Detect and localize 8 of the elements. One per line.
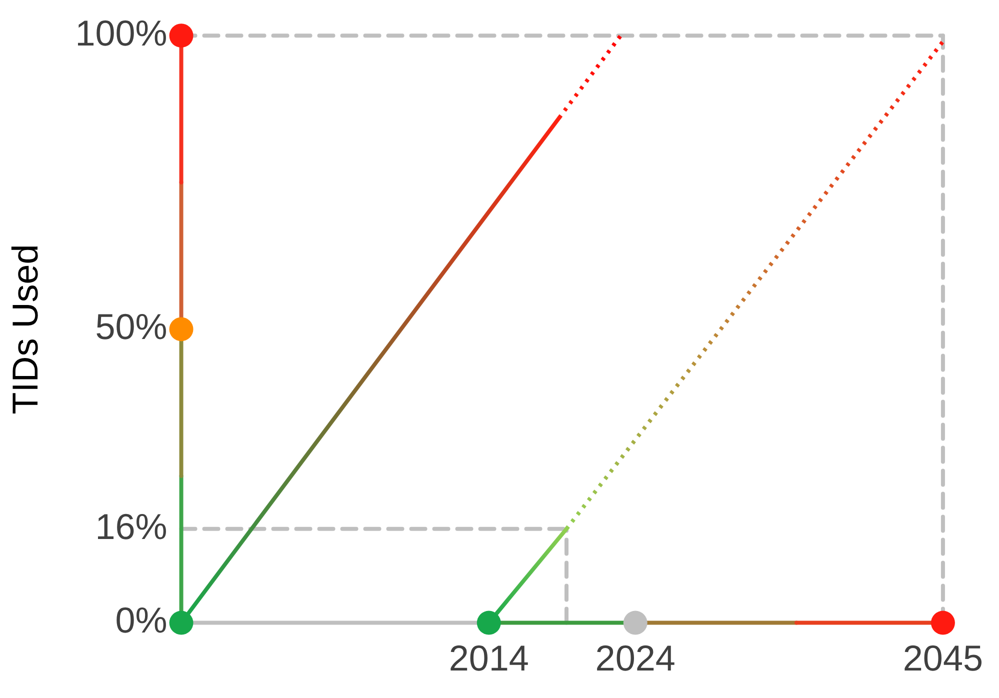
x-tick-label: 2045: [902, 637, 984, 678]
y-tick-label: 100%: [75, 12, 168, 54]
y-axis-title: TIDs Used: [4, 244, 46, 414]
y-tick-label: 16%: [95, 506, 168, 547]
x-tick-label: 2024: [595, 637, 676, 678]
y-tick-label: 0%: [115, 600, 168, 641]
y-tick-label: 50%: [95, 306, 168, 348]
x-tick-label: 2014: [448, 637, 529, 678]
